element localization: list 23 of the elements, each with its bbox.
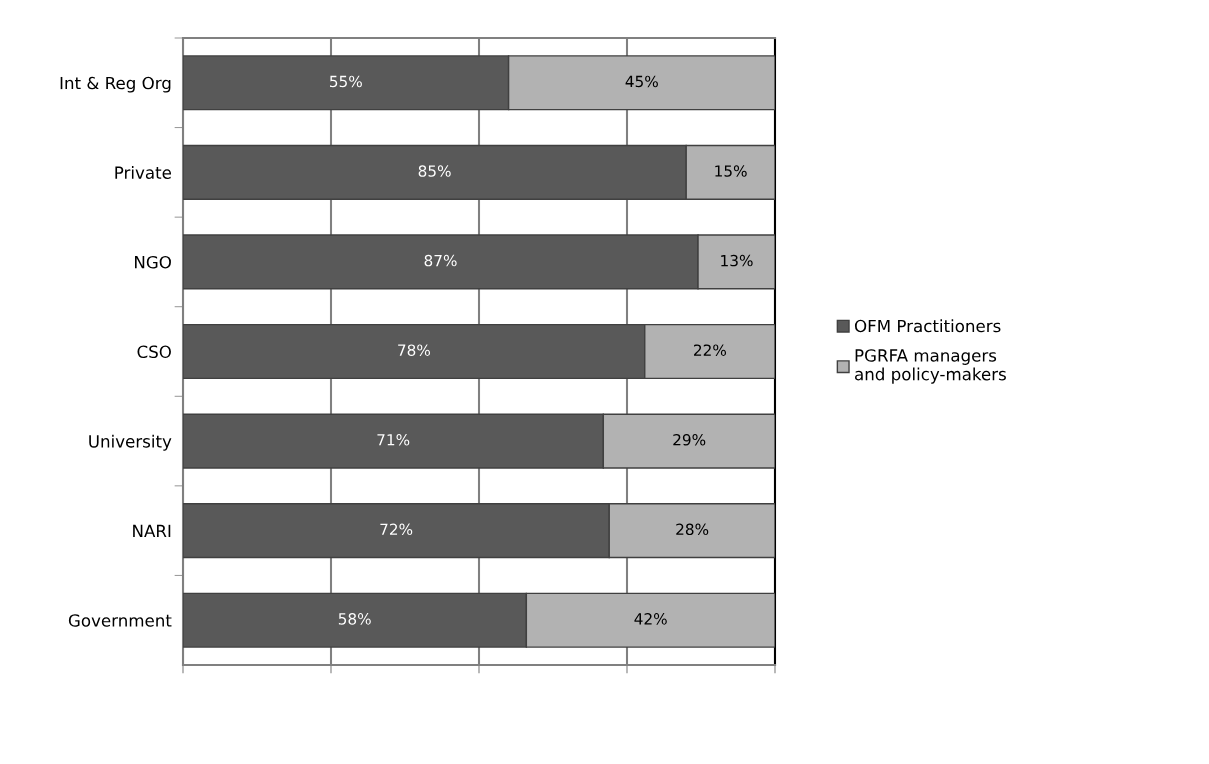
data-label: 58%	[338, 613, 371, 625]
data-label: 13%	[721, 254, 753, 267]
data-label: 71%	[377, 433, 410, 446]
data-label: 55%	[330, 75, 362, 88]
data-label: 85%	[418, 165, 451, 177]
y-tick-label: NARI	[133, 524, 171, 537]
y-tick-label: NGO	[135, 255, 171, 269]
y-tick-label: University	[89, 434, 172, 451]
data-label: 22%	[694, 344, 727, 356]
legend-label: PGRFA managers and policy-makers	[855, 349, 1006, 384]
y-tick-label: Int & Reg Org	[60, 76, 171, 93]
data-label: 15%	[715, 165, 747, 177]
data-label: 42%	[634, 613, 667, 625]
y-tick-label: Government	[68, 614, 172, 627]
y-tick-label: Private	[115, 166, 171, 179]
data-label: 28%	[676, 523, 709, 536]
data-label: 72%	[380, 523, 413, 536]
data-label: 45%	[625, 75, 658, 88]
data-label: 87%	[424, 254, 457, 267]
data-label: 78%	[398, 344, 431, 356]
y-tick-label: CSO	[137, 345, 171, 359]
legend-label: OFM Practitioners	[854, 319, 1001, 333]
data-label: 29%	[673, 433, 706, 446]
